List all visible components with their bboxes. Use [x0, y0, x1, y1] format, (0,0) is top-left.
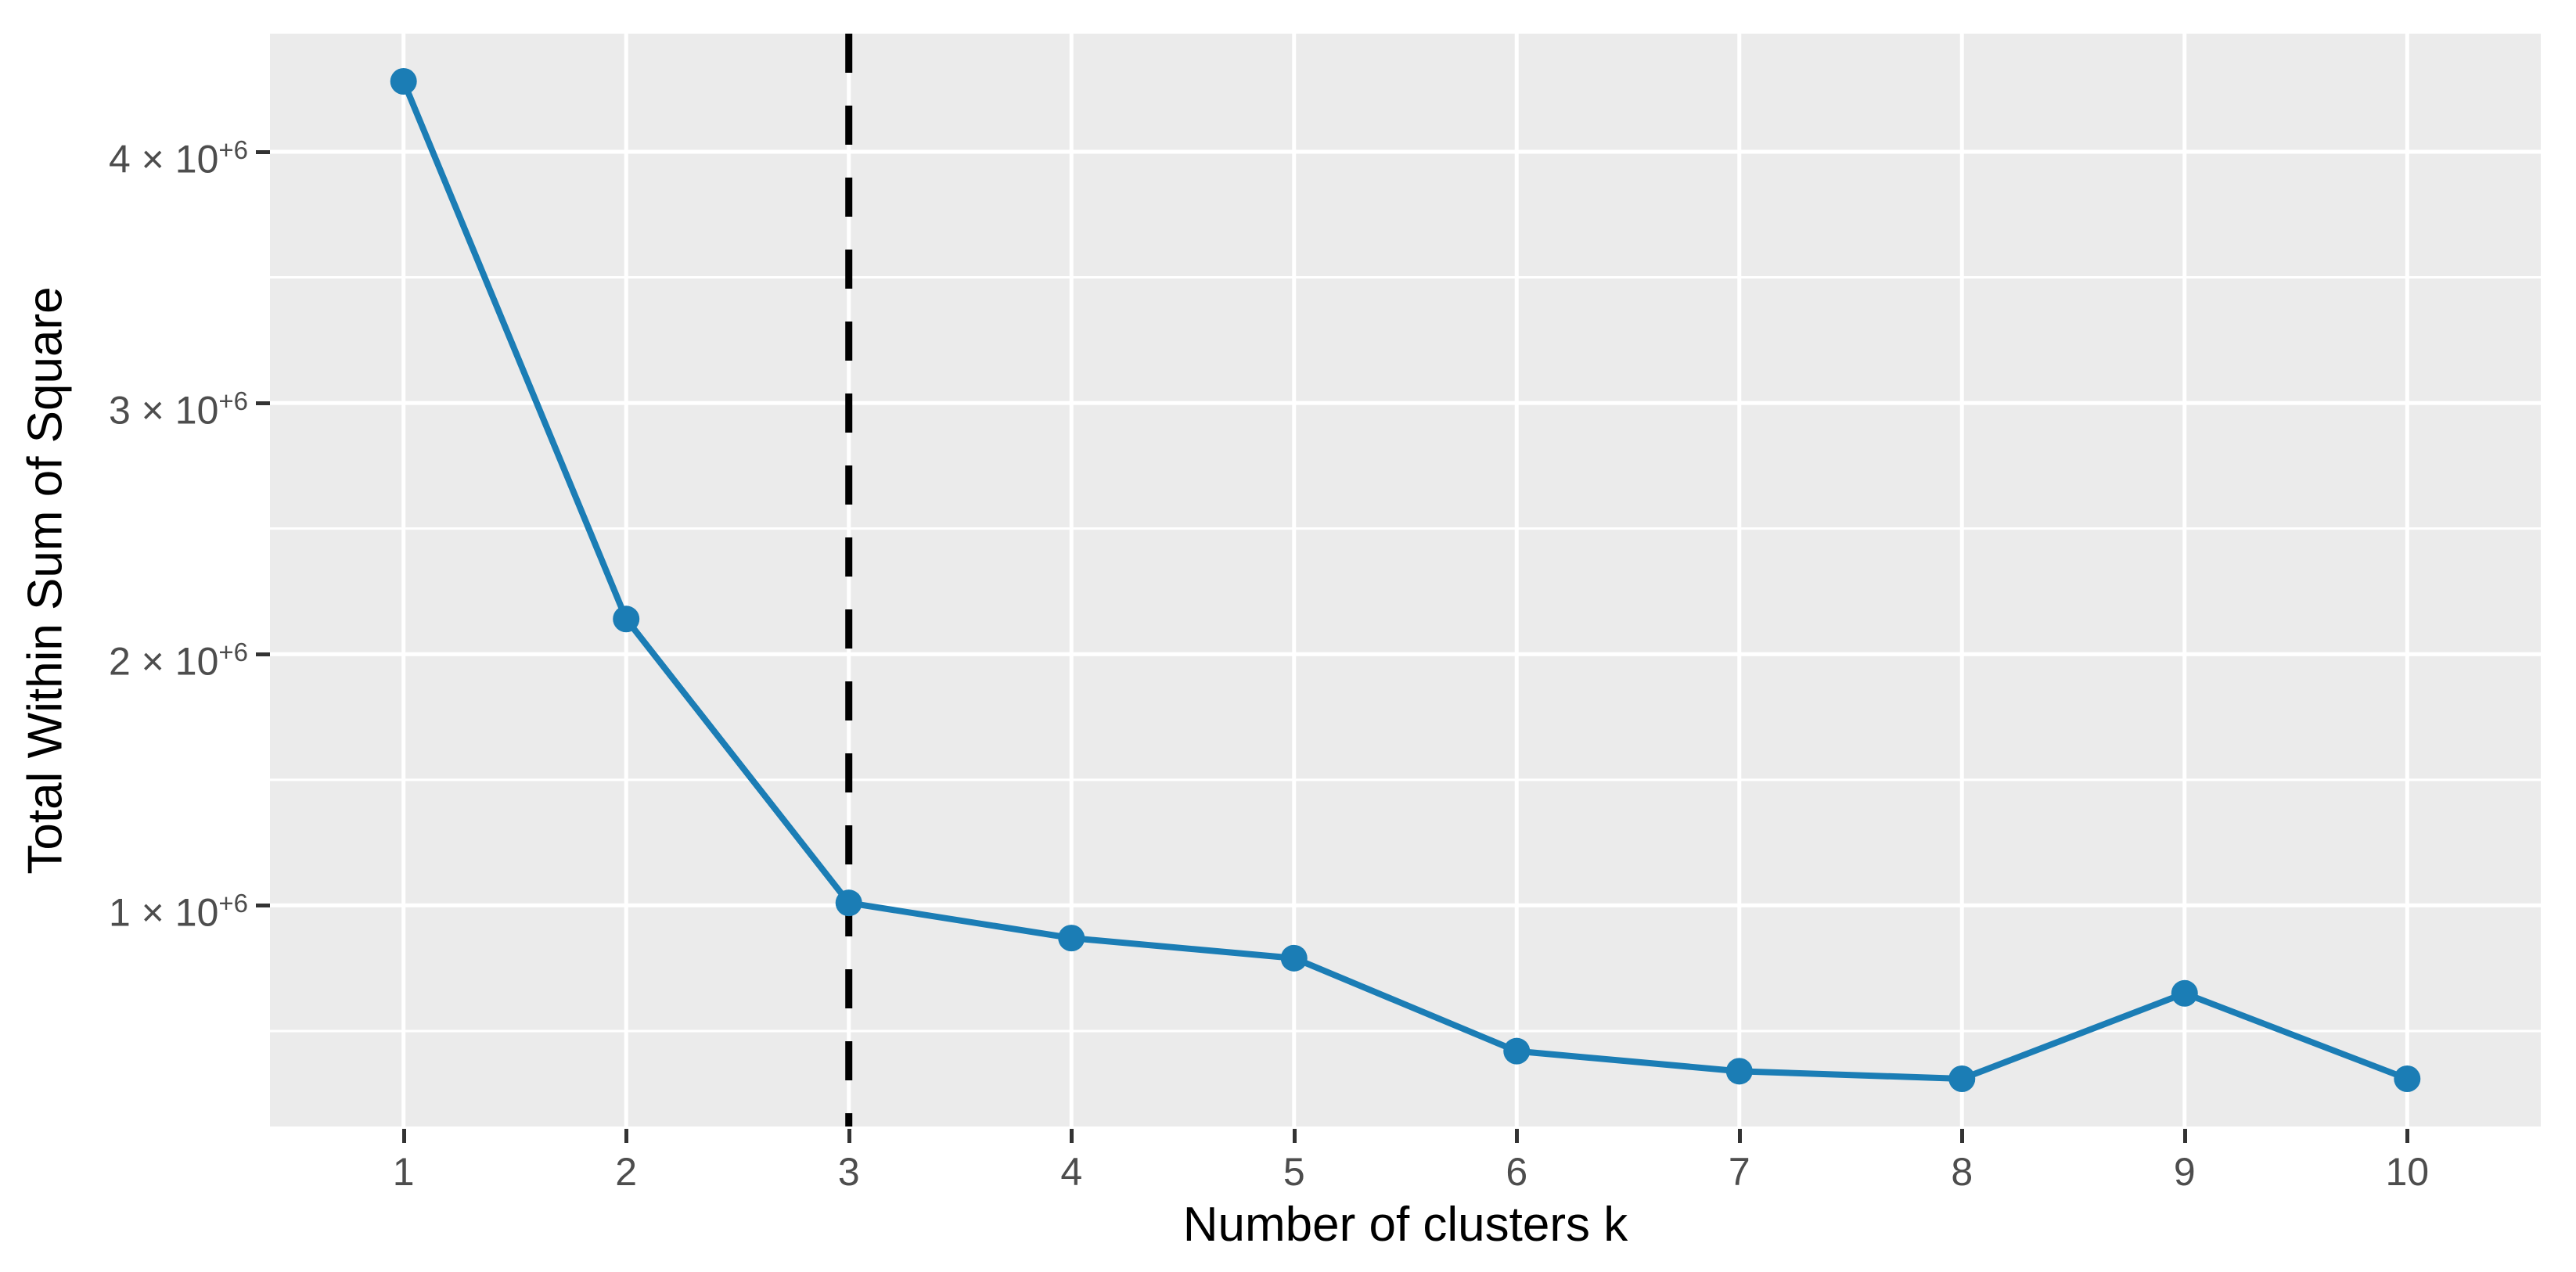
y-tick-label: 4 × 10+6: [108, 135, 248, 181]
x-tick-label: 7: [1728, 1150, 1750, 1194]
x-tick-mark: [2182, 1129, 2187, 1143]
x-tick-mark: [847, 1129, 851, 1143]
data-point: [2394, 1065, 2421, 1092]
chart-svg: [270, 34, 2541, 1126]
data-line: [401, 80, 2409, 1083]
data-point: [613, 605, 640, 633]
x-tick-label: 6: [1506, 1150, 1528, 1194]
y-tick-label: 1 × 10+6: [108, 889, 248, 936]
x-tick-mark: [1292, 1129, 1297, 1143]
x-tick-label: 1: [392, 1150, 415, 1194]
x-tick-label: 9: [2173, 1150, 2196, 1194]
x-axis-title: Number of clusters k: [1182, 1198, 1628, 1252]
x-tick-mark: [401, 1129, 406, 1143]
plot-panel: [270, 34, 2541, 1126]
y-tick-mark: [256, 904, 270, 908]
y-axis-title: Total Within Sum of Square: [18, 286, 72, 875]
data-point: [1503, 1037, 1531, 1065]
x-tick-label: 4: [1060, 1150, 1083, 1194]
x-tick-mark: [2405, 1129, 2410, 1143]
y-tick-mark: [256, 401, 270, 406]
x-tick-label: 8: [1951, 1150, 1973, 1194]
x-tick-mark: [1070, 1129, 1074, 1143]
y-tick-mark: [256, 652, 270, 657]
y-tick-label: 3 × 10+6: [108, 386, 248, 433]
x-tick-mark: [624, 1129, 629, 1143]
y-tick-mark: [256, 149, 270, 154]
data-point: [835, 889, 862, 917]
data-point: [2171, 979, 2198, 1007]
x-tick-label: 10: [2385, 1150, 2430, 1194]
x-tick-label: 2: [615, 1150, 638, 1194]
x-tick-label: 3: [837, 1150, 860, 1194]
data-point: [390, 68, 417, 95]
x-tick-mark: [1960, 1129, 1965, 1143]
x-tick-mark: [1515, 1129, 1520, 1143]
data-point: [1725, 1058, 1753, 1085]
y-tick-label: 2 × 10+6: [108, 638, 248, 684]
x-tick-mark: [1737, 1129, 1742, 1143]
data-point: [1948, 1065, 1976, 1092]
data-point: [1058, 925, 1085, 952]
x-tick-label: 5: [1283, 1150, 1305, 1194]
data-point: [1280, 944, 1308, 972]
